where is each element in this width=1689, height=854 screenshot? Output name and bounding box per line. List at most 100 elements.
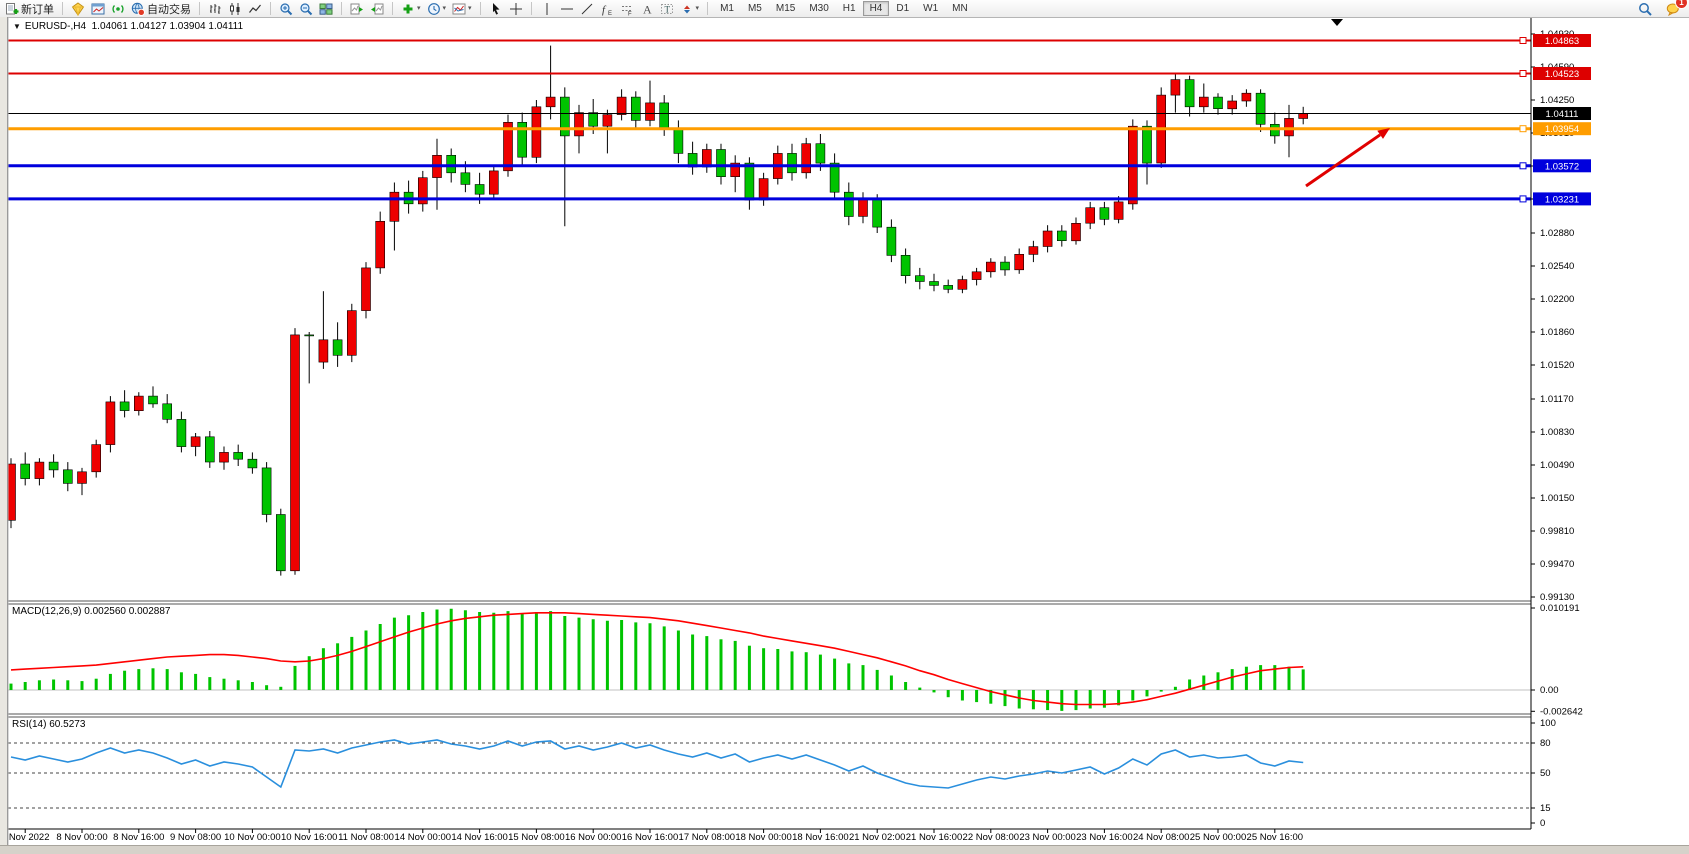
price-tick-label: 1.00830 [1540, 427, 1574, 438]
charts-window-button[interactable] [88, 1, 108, 16]
new-order-button[interactable]: 新订单 [2, 1, 57, 16]
macd-scale-label: 0.010191 [1540, 603, 1580, 614]
autotrade-icon [131, 2, 145, 16]
resistance-line-lower[interactable]: 1.04523 [8, 67, 1591, 80]
dropdown-caret-icon: ▾ [695, 5, 700, 12]
candle [261, 467, 272, 515]
candlestick-series [6, 45, 1308, 576]
zoom-out-button[interactable] [296, 1, 316, 16]
vline-button[interactable] [537, 1, 557, 16]
candle [758, 178, 769, 201]
candle [205, 436, 215, 463]
candle [148, 395, 158, 405]
support-line-upper[interactable]: 1.03572 [8, 159, 1591, 173]
timeframe-mn-button[interactable]: MN [952, 3, 968, 14]
chart-background [0, 17, 1689, 854]
toolbar-right-group: 1 [1635, 0, 1689, 16]
candle [645, 102, 655, 121]
chart-collapse-icon[interactable]: ▼ [13, 22, 21, 31]
price-tick-label: 1.02540 [1540, 261, 1574, 272]
timeframe-m1-button[interactable]: M1 [720, 3, 734, 14]
window-bottom-strip [0, 845, 1689, 854]
candle [815, 143, 826, 164]
trend-arrow[interactable] [1305, 128, 1390, 188]
arrows-button[interactable]: ▾ [677, 1, 703, 16]
text-button[interactable]: A [637, 1, 657, 16]
bar-chart-button[interactable] [205, 1, 225, 16]
tile-windows-icon [319, 2, 333, 16]
timeframe-h4-button[interactable]: H4 [862, 1, 890, 16]
text-label-button[interactable]: T [657, 1, 677, 16]
candle [1298, 113, 1308, 119]
community-button[interactable]: 1 [1663, 0, 1688, 16]
time-tick-label: 18 Nov 00:00 [735, 832, 792, 843]
time-tick-label: 18 Nov 16:00 [792, 832, 849, 843]
toolbar-group [274, 0, 338, 17]
candle-chart-icon [228, 2, 242, 16]
support-line-lower[interactable]: 1.03231 [8, 192, 1591, 206]
candle [105, 401, 116, 445]
candle [829, 162, 840, 193]
time-tick-label: 8 Nov 16:00 [113, 832, 164, 843]
candle [247, 458, 258, 469]
timeframe-m5-button[interactable]: M5 [747, 3, 762, 14]
candle [389, 191, 400, 222]
templates-button[interactable]: ▾ [449, 1, 475, 16]
chart-shift-marker[interactable] [1331, 19, 1343, 26]
time-tick-label: 21 Nov 16:00 [906, 832, 963, 843]
gem-button[interactable] [68, 1, 88, 16]
toolbar-separator [392, 2, 393, 15]
timeframe-w1-button[interactable]: W1 [923, 3, 939, 14]
pivot-orange-line-price-label: 1.03954 [1545, 124, 1579, 135]
candle [943, 285, 954, 290]
tile-windows-button[interactable] [316, 1, 336, 16]
current-price-line: 1.04111 [8, 107, 1591, 120]
candle [1184, 79, 1195, 108]
channel-button[interactable]: F [617, 1, 637, 16]
rsi-scale-label: 0 [1540, 818, 1545, 829]
zoom-in-button[interactable] [276, 1, 296, 16]
candle [77, 471, 87, 484]
toolbar-separator [707, 2, 709, 15]
hline-button[interactable] [557, 1, 577, 16]
time-tick-label: 17 Nov 08:00 [679, 832, 736, 843]
support-line-lower-price-label: 1.03231 [1545, 194, 1579, 205]
community-icon [1666, 2, 1680, 16]
candle [886, 226, 897, 256]
indicators-button[interactable]: ▾ [398, 1, 424, 16]
candle [929, 281, 939, 286]
trendline-button[interactable] [577, 1, 597, 16]
rsi-panel: 100 80 50 15 0 [8, 718, 1556, 829]
candle [1170, 79, 1181, 96]
chart-shift-button[interactable] [367, 1, 387, 16]
timeframe-h1-button[interactable]: H1 [842, 3, 856, 14]
toolbar-separator [199, 2, 200, 15]
candle-chart-button[interactable] [225, 1, 245, 16]
text-label-icon: T [660, 2, 674, 16]
timeframe-d1-button[interactable]: D1 [896, 3, 910, 14]
autotrade-button-label: 自动交易 [147, 3, 191, 16]
timeframe-m30-button[interactable]: M30 [809, 3, 829, 14]
candle [1241, 92, 1252, 102]
rsi-scale-label: 100 [1540, 718, 1556, 729]
trendline-icon [580, 2, 594, 16]
resistance-line-upper[interactable]: 1.04863 [8, 34, 1591, 47]
candle [417, 177, 428, 205]
candle [1255, 92, 1266, 125]
line-chart-button[interactable] [245, 1, 265, 16]
search-button[interactable] [1635, 1, 1655, 16]
autotrade-button[interactable]: 自动交易 [128, 1, 194, 16]
crosshair-button[interactable] [506, 1, 526, 16]
scroll-to-end-button[interactable] [347, 1, 367, 16]
periods-button[interactable]: ▾ [424, 1, 450, 16]
crosshair-icon [509, 2, 523, 16]
pivot-orange-line[interactable]: 1.03954 [8, 122, 1591, 136]
notification-badge: 1 [1675, 0, 1688, 9]
candle [872, 197, 883, 228]
timeframe-m15-button[interactable]: M15 [775, 3, 796, 14]
signal-button[interactable] [108, 1, 128, 16]
cursor-button[interactable] [486, 1, 506, 16]
arrows-icon [680, 2, 694, 16]
